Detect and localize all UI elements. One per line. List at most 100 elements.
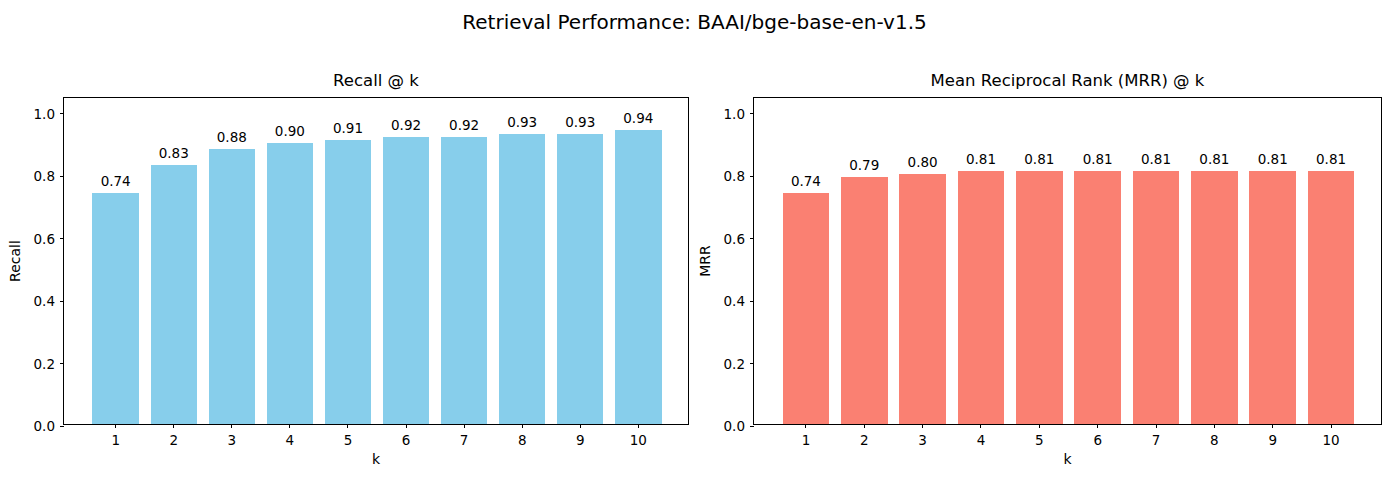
bar-value-label: 0.88	[217, 129, 247, 145]
y-tick-mark	[750, 238, 754, 239]
recall-at-k-chart: Recall @ kRecallk0.00.20.40.60.81.00.741…	[63, 97, 689, 425]
x-tick-label: 1	[802, 432, 811, 448]
bar-value-label: 0.94	[623, 110, 653, 126]
x-tick-mark	[464, 424, 465, 428]
bar	[267, 143, 313, 424]
x-tick-mark	[231, 424, 232, 428]
bar-value-label: 0.74	[791, 173, 821, 189]
figure-suptitle: Retrieval Performance: BAAI/bge-base-en-…	[0, 10, 1389, 34]
x-tick-mark	[864, 424, 865, 428]
bar-value-label: 0.81	[1141, 151, 1171, 167]
x-tick-mark	[115, 424, 116, 428]
bar	[151, 165, 197, 424]
x-tick-label: 1	[111, 432, 120, 448]
x-tick-mark	[805, 424, 806, 428]
y-tick-mark	[60, 363, 64, 364]
y-tick-label: 0.8	[724, 168, 745, 184]
x-axis-label: k	[1063, 451, 1071, 467]
y-tick-mark	[750, 301, 754, 302]
y-tick-mark	[60, 301, 64, 302]
x-tick-mark	[1214, 424, 1215, 428]
bar	[1133, 171, 1180, 424]
x-tick-label: 7	[1152, 432, 1161, 448]
x-tick-label: 8	[1210, 432, 1219, 448]
bar-value-label: 0.74	[101, 173, 131, 189]
y-axis-label: MRR	[697, 245, 713, 277]
y-tick-label: 0.6	[724, 231, 745, 247]
bar	[1249, 171, 1296, 424]
y-tick-mark	[750, 363, 754, 364]
y-tick-label: 0.0	[724, 418, 745, 434]
y-tick-label: 0.0	[34, 418, 55, 434]
x-tick-mark	[1039, 424, 1040, 428]
x-tick-label: 10	[1322, 432, 1339, 448]
x-tick-mark	[347, 424, 348, 428]
x-tick-label: 10	[630, 432, 647, 448]
x-tick-mark	[1156, 424, 1157, 428]
x-tick-mark	[1272, 424, 1273, 428]
bar	[783, 193, 830, 424]
bar-value-label: 0.90	[275, 123, 305, 139]
y-tick-label: 0.4	[34, 293, 55, 309]
y-tick-mark	[60, 426, 64, 427]
bar-value-label: 0.91	[333, 120, 363, 136]
bar-value-label: 0.81	[1258, 151, 1288, 167]
y-tick-label: 0.8	[34, 168, 55, 184]
y-tick-label: 0.2	[724, 356, 745, 372]
y-tick-label: 1.0	[34, 106, 55, 122]
bar	[1016, 171, 1063, 424]
x-tick-label: 4	[286, 432, 295, 448]
bar	[499, 134, 545, 425]
y-tick-mark	[750, 426, 754, 427]
x-tick-mark	[1331, 424, 1332, 428]
x-tick-label: 2	[860, 432, 869, 448]
bar	[841, 177, 888, 424]
bar-value-label: 0.81	[1083, 151, 1113, 167]
x-tick-label: 3	[918, 432, 927, 448]
bar-value-label: 0.93	[565, 114, 595, 130]
x-tick-mark	[922, 424, 923, 428]
bar-value-label: 0.92	[449, 117, 479, 133]
bar	[441, 137, 487, 424]
bar	[1074, 171, 1121, 424]
x-tick-mark	[638, 424, 639, 428]
x-tick-label: 2	[169, 432, 178, 448]
bar	[1308, 171, 1355, 424]
figure: Retrieval Performance: BAAI/bge-base-en-…	[0, 0, 1389, 480]
x-tick-label: 6	[402, 432, 411, 448]
bar	[383, 137, 429, 424]
y-tick-mark	[750, 113, 754, 114]
bar	[325, 140, 371, 424]
y-tick-mark	[60, 176, 64, 177]
x-tick-mark	[580, 424, 581, 428]
bar-value-label: 0.81	[966, 151, 996, 167]
x-tick-label: 6	[1093, 432, 1102, 448]
x-tick-label: 4	[977, 432, 986, 448]
x-axis-label: k	[372, 451, 380, 467]
x-tick-label: 5	[344, 432, 353, 448]
x-tick-label: 8	[518, 432, 527, 448]
x-tick-label: 9	[576, 432, 585, 448]
bar	[615, 130, 661, 424]
axes-title: Recall @ k	[333, 71, 419, 90]
bar-value-label: 0.83	[159, 145, 189, 161]
bar	[209, 149, 255, 424]
x-tick-mark	[980, 424, 981, 428]
bar-value-label: 0.80	[908, 154, 938, 170]
y-tick-mark	[60, 113, 64, 114]
x-tick-label: 5	[1035, 432, 1044, 448]
mrr-at-k-chart: Mean Reciprocal Rank (MRR) @ kMRRk0.00.2…	[753, 97, 1382, 425]
x-tick-label: 9	[1268, 432, 1277, 448]
y-tick-label: 0.4	[724, 293, 745, 309]
y-tick-label: 0.6	[34, 231, 55, 247]
bar	[557, 134, 603, 425]
y-tick-label: 1.0	[724, 106, 745, 122]
y-tick-mark	[60, 238, 64, 239]
y-tick-mark	[750, 176, 754, 177]
bar	[1191, 171, 1238, 424]
bar-value-label: 0.81	[1024, 151, 1054, 167]
bar-value-label: 0.92	[391, 117, 421, 133]
y-tick-label: 0.2	[34, 356, 55, 372]
axes-title: Mean Reciprocal Rank (MRR) @ k	[931, 71, 1205, 90]
bar	[899, 174, 946, 424]
